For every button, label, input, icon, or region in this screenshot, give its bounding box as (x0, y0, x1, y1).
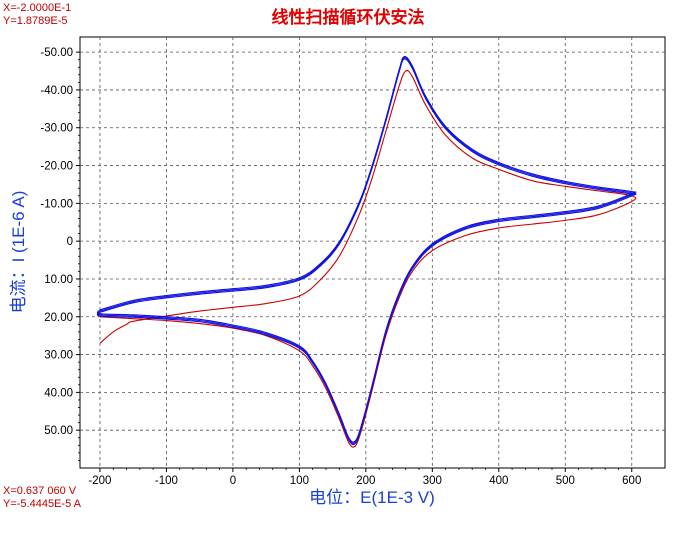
x-axis-label: 电位：E(1E-3 V) (309, 488, 435, 507)
cursor-y-readout: Y=1.8789E-5 (3, 15, 68, 27)
y-axis-label: 电流：I (1E-6 A) (9, 191, 28, 314)
y-tick-label: 10.00 (44, 274, 73, 286)
y-tick-label: 20.00 (44, 312, 73, 324)
x-tick-label: 0 (230, 475, 236, 487)
series-line-blue-1 (96, 57, 637, 444)
x-tick-label: 500 (556, 475, 575, 487)
y-tick-label: -40.00 (40, 85, 73, 97)
x-tick-label: -200 (88, 475, 111, 487)
cursor-readout-bottom: X=0.637 060 V Y=-5.4445E-5 A (3, 485, 81, 511)
cursor-readout-top: X=-2.0000E-1 Y=1.8789E-5 (3, 2, 71, 28)
chart-title: 线性扫描循环伏安法 (272, 7, 425, 28)
y-tick-label: -20.00 (40, 161, 73, 173)
y-tick-label: -30.00 (40, 123, 73, 135)
y-tick-label: 50.00 (44, 425, 73, 437)
series-layer (96, 55, 637, 448)
y-tick-label: -50.00 (40, 47, 73, 59)
cursor-x-readout: X=-2.0000E-1 (3, 2, 72, 14)
series-line-blue-2 (96, 58, 637, 446)
y-tick-label: 0 (67, 236, 73, 248)
x-tick-label: 600 (622, 475, 641, 487)
y-tick-label: 40.00 (44, 387, 73, 399)
cursor-y-readout-bottom: Y=-5.4445E-5 A (3, 498, 81, 510)
x-tick-label: 100 (290, 475, 309, 487)
plot-area[interactable] (79, 36, 666, 469)
tick-layer: -200 -100 0 100 200 300 400 500 600 -50.00 -40.00 -… (40, 47, 641, 487)
y-tick-label: -10.00 (40, 198, 73, 210)
series-line-blue (96, 55, 637, 443)
x-tick-label: 400 (489, 475, 508, 487)
y-tick-label: 30.00 (44, 350, 73, 362)
cursor-x-readout-bottom: X=0.637 060 V (3, 485, 77, 497)
x-tick-label: -100 (155, 475, 178, 487)
grid-layer (80, 37, 665, 468)
x-tick-label: 300 (423, 475, 442, 487)
x-tick-label: 200 (356, 475, 375, 487)
